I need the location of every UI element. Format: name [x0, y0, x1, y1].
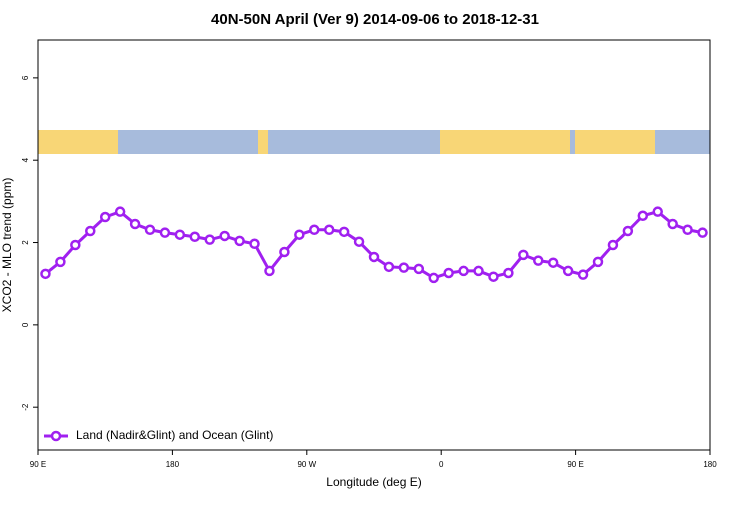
data-point: [518, 249, 529, 261]
data-point: [652, 206, 663, 217]
data-point: [40, 268, 51, 280]
data-point: [144, 224, 156, 236]
data-point: [368, 251, 380, 263]
data-point: [174, 229, 186, 240]
data-point: [234, 235, 245, 247]
data-point: [667, 218, 678, 230]
data-point: [309, 224, 320, 236]
land: [575, 130, 655, 154]
data-point: [55, 256, 66, 268]
data-point: [622, 225, 634, 237]
plot-frame: [37, 39, 711, 451]
x-axis-label: Longitude (deg E): [326, 475, 421, 489]
data-point: [697, 227, 708, 238]
data-point: [592, 256, 604, 268]
data-point: [204, 234, 215, 245]
y-tick-label: 0: [21, 322, 30, 327]
data-point: [294, 229, 305, 240]
data-point: [70, 239, 81, 251]
data-point: [547, 257, 559, 268]
data-point: [129, 218, 141, 230]
data-point: [249, 238, 260, 250]
data-point: [562, 265, 574, 277]
legend-label: Land (Nadir&Glint) and Ocean (Glint): [76, 428, 273, 442]
y-axis-label: XCO2 - MLO trend (ppm): [0, 178, 14, 313]
data-point: [533, 255, 544, 266]
data-point: [577, 269, 589, 280]
data-point: [189, 231, 201, 243]
y-tick-label: 4: [21, 157, 30, 162]
data-point: [428, 272, 439, 284]
y-tick-label: -2: [21, 403, 30, 411]
data-point: [488, 271, 499, 282]
data-point: [353, 236, 365, 247]
map-strip: [38, 130, 710, 154]
data-point: [413, 263, 425, 275]
legend-marker: [50, 430, 62, 442]
data-point: [323, 224, 335, 236]
data-point: [159, 227, 171, 238]
data-point: [264, 265, 275, 277]
x-tick-label: 180: [166, 460, 180, 469]
y-tick-label: 6: [21, 75, 30, 80]
data-point: [443, 267, 454, 279]
x-tick-label: 90 W: [297, 460, 316, 469]
data-point: [458, 265, 469, 277]
data-point: [398, 262, 410, 273]
data-point: [85, 225, 96, 237]
x-tick-label: 90 E: [30, 460, 46, 469]
data-point: [219, 230, 230, 242]
x-tick-label: 180: [703, 460, 717, 469]
data-point: [682, 224, 693, 236]
data-point: [503, 267, 514, 279]
data-point: [114, 206, 126, 217]
chart-title: 40N-50N April (Ver 9) 2014-09-06 to 2018…: [211, 11, 539, 28]
data-point: [607, 239, 619, 251]
data-point: [383, 261, 395, 273]
x-tick-label: 90 E: [567, 460, 583, 469]
data-point: [99, 211, 111, 223]
data-point: [637, 210, 649, 222]
land: [440, 130, 570, 154]
y-tick-label: 2: [21, 240, 30, 245]
land: [38, 130, 118, 154]
data-point: [473, 265, 484, 277]
data-point: [279, 246, 290, 258]
x-tick-label: 0: [439, 460, 444, 469]
data-point: [338, 226, 350, 238]
land: [258, 130, 268, 154]
